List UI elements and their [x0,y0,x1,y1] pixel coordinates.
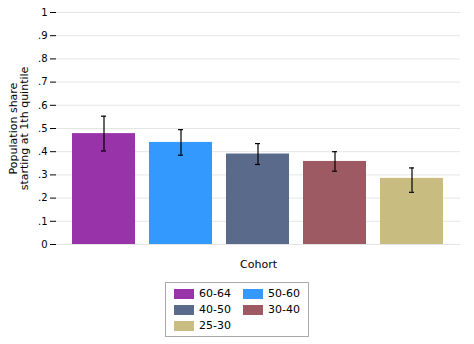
svg-text:0: 0 [41,239,47,250]
svg-text:1: 1 [41,7,47,18]
svg-text:.6: .6 [38,100,48,111]
html-text:50-60: 50-60 [268,287,300,300]
html-text:40-50: 40-50 [199,303,231,316]
svg-text:.7: .7 [38,76,48,87]
svg-text:Population sharestarting at 1t: Population sharestarting at 1th quintile [7,66,31,190]
svg-text:.3: .3 [38,169,48,180]
svg-text:.5: .5 [38,123,48,134]
html-text:30-40: 30-40 [268,303,300,316]
svg-text:.9: .9 [38,30,48,41]
svg-text:Cohort: Cohort [240,258,278,271]
svg-text:.4: .4 [38,146,48,157]
svg-text:.2: .2 [38,192,48,203]
html-text:60-64: 60-64 [199,287,231,300]
svg-text:.1: .1 [38,216,48,227]
svg-text:.8: .8 [38,53,48,64]
html-text:25-30: 25-30 [199,319,231,332]
